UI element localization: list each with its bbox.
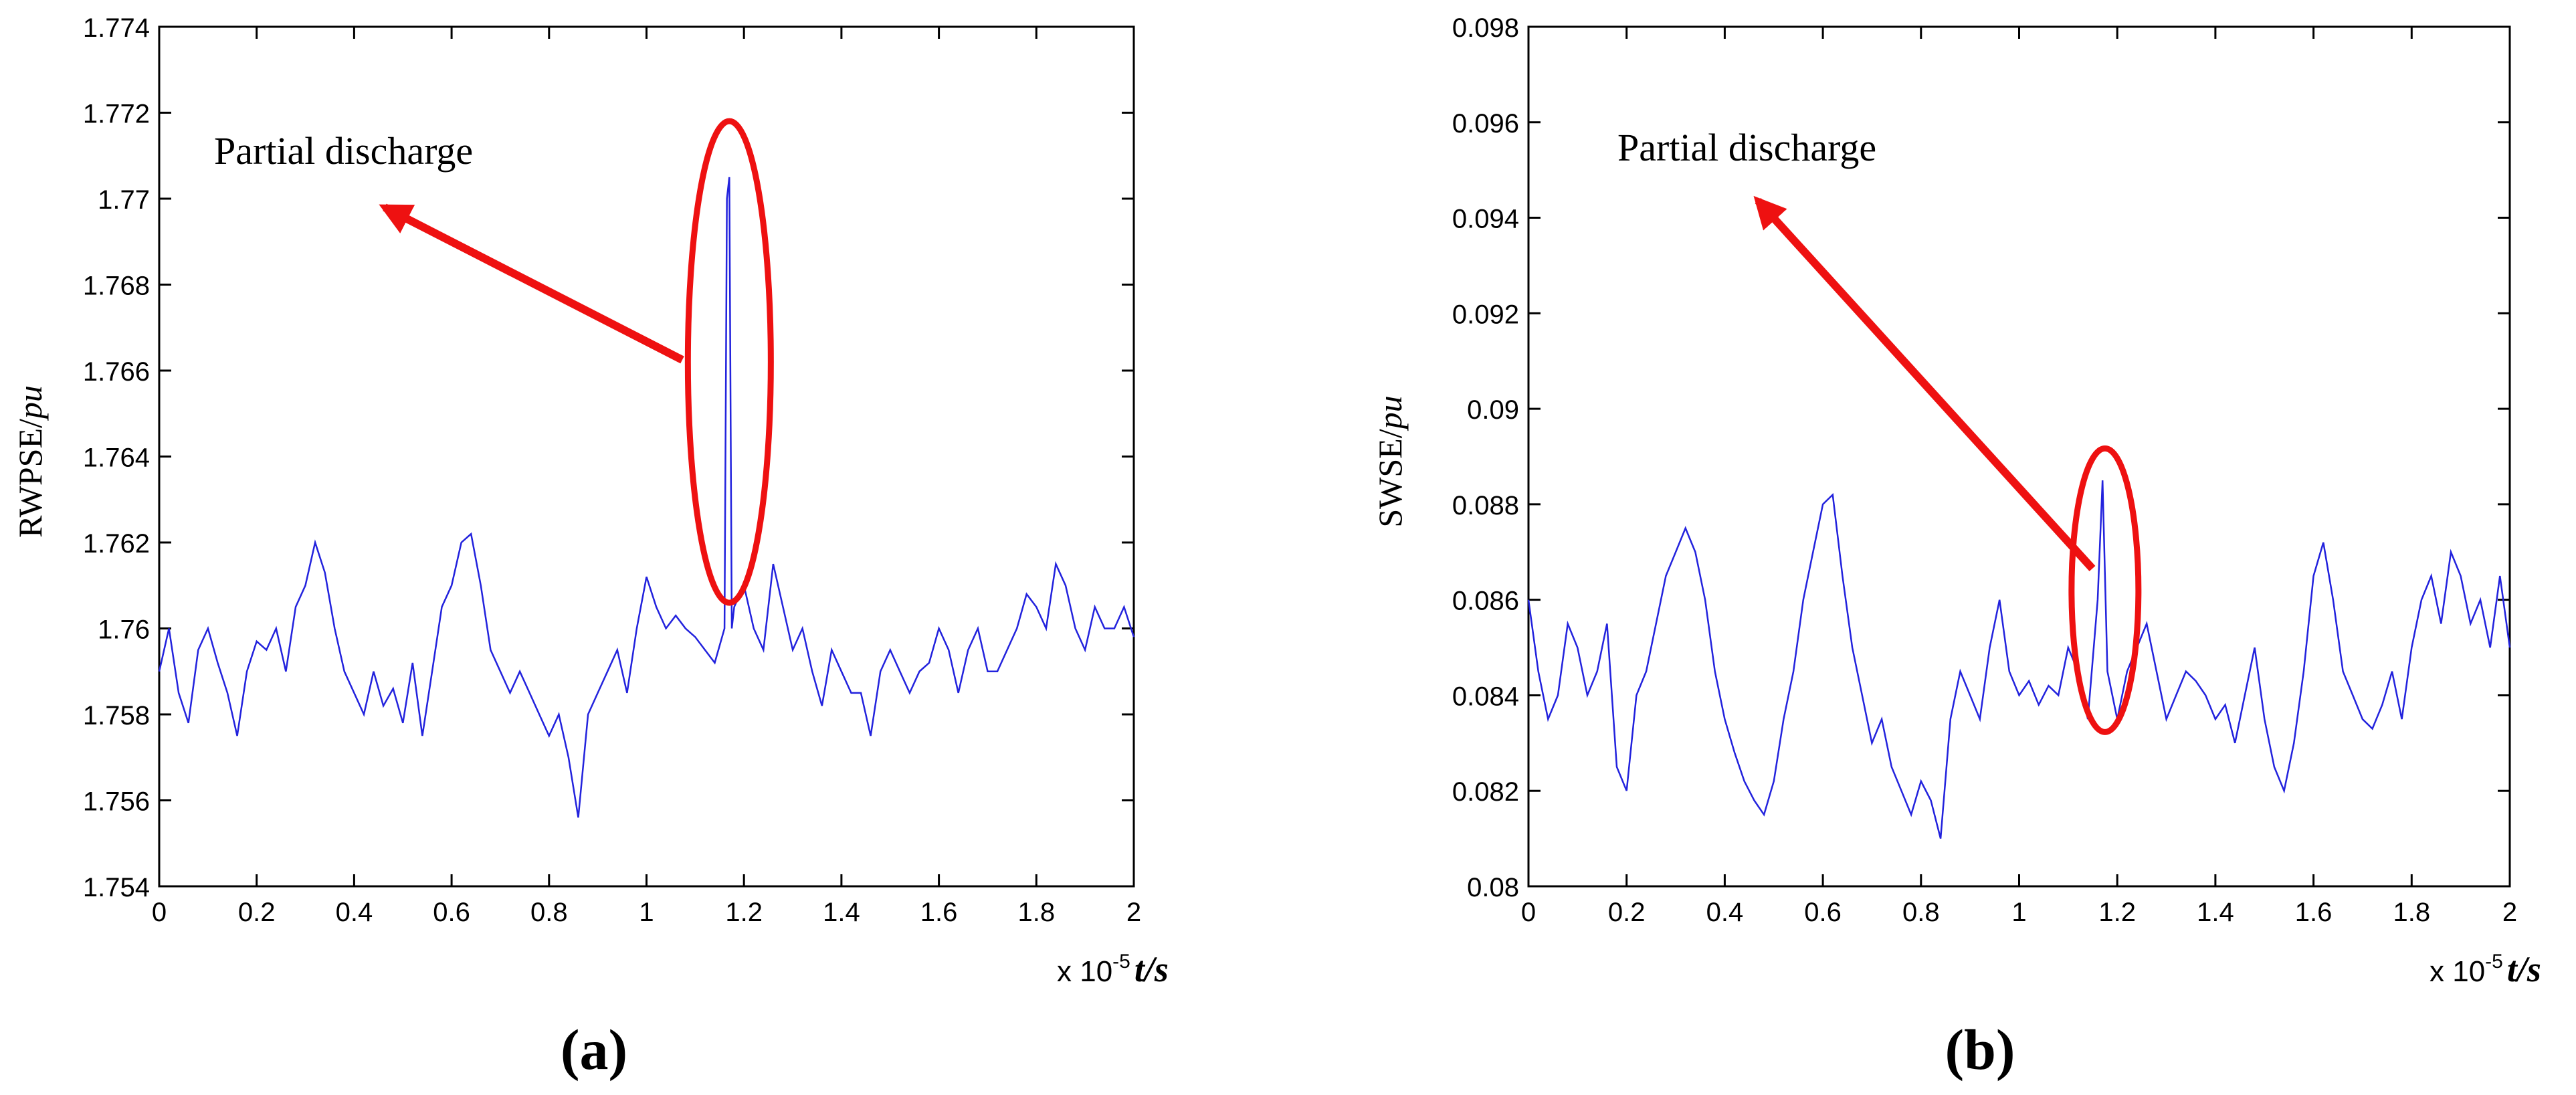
y-tick-label: 0.098 bbox=[1452, 13, 1519, 43]
y-axis-label-unit-b: pu bbox=[1371, 395, 1409, 431]
y-tick-label: 0.084 bbox=[1452, 682, 1519, 711]
x-tick-label: 0.6 bbox=[1804, 898, 1842, 927]
panel-label-b: (b) bbox=[1945, 1017, 2015, 1082]
panel-letter-b: b bbox=[1964, 1017, 1996, 1082]
y-tick-label: 0.082 bbox=[1452, 777, 1519, 807]
y-tick-label: 1.774 bbox=[83, 13, 150, 43]
y-tick-label: 1.766 bbox=[83, 357, 150, 387]
annotation-arrow-b bbox=[1753, 195, 2096, 572]
y-tick-label: 1.76 bbox=[98, 615, 150, 645]
y-ticks-b: 0.08 0.082 0.084 0.086 0.088 0.09 0.092 0.094 0.… bbox=[1452, 13, 2510, 902]
x-tick-label: 1.8 bbox=[1017, 898, 1055, 927]
y-tick-label: 0.088 bbox=[1452, 491, 1519, 520]
y-tick-label: 0.086 bbox=[1452, 587, 1519, 616]
x-tick-label: 0.8 bbox=[1902, 898, 1940, 927]
x-axis-label-a: x 10-5 t/s bbox=[1057, 949, 1169, 989]
x-tick-label: 0 bbox=[152, 898, 167, 927]
x-tick-label: 1 bbox=[2011, 898, 2026, 927]
x-tick-label: 2 bbox=[1126, 898, 1141, 927]
highlight-ellipse-b bbox=[2068, 445, 2142, 735]
x-tick-label: 0.6 bbox=[433, 898, 470, 927]
x-tick-label: 0.4 bbox=[336, 898, 373, 927]
x-axis-power-b: -5 bbox=[2485, 951, 2503, 973]
annotation-text-a: Partial discharge bbox=[214, 129, 473, 173]
panel-label-a: (a) bbox=[561, 1017, 627, 1082]
x-tick-label: 1.6 bbox=[2295, 898, 2333, 927]
y-tick-label: 1.772 bbox=[83, 100, 150, 129]
y-tick-label: 1.758 bbox=[83, 701, 150, 730]
x-tick-label: 1.8 bbox=[2393, 898, 2430, 927]
y-tick-label: 0.09 bbox=[1467, 395, 1519, 425]
y-tick-label: 1.756 bbox=[83, 787, 150, 817]
x-axis-exp-a: x 10 bbox=[1057, 955, 1112, 988]
y-axis-label-main-b: SWSE/ bbox=[1371, 429, 1409, 527]
x-ticks-b: 0 0.2 0.4 0.6 0.8 1 1.2 1.4 1.6 1.8 2 bbox=[1521, 27, 2517, 927]
x-tick-label: 1.4 bbox=[823, 898, 860, 927]
x-tick-label: 1.4 bbox=[2197, 898, 2234, 927]
y-tick-label: 1.768 bbox=[83, 272, 150, 301]
annotation-arrow-a bbox=[379, 203, 684, 364]
series-line-b bbox=[1527, 480, 2511, 839]
y-tick-label: 1.762 bbox=[83, 529, 150, 559]
x-axis-var-b: t/s bbox=[2507, 949, 2541, 989]
y-tick-label: 0.096 bbox=[1452, 109, 1519, 138]
series-line-a bbox=[158, 177, 1135, 818]
x-ticks-a: 0 0.2 0.4 0.6 0.8 1 1.2 1.4 1.6 1.8 2 bbox=[152, 27, 1141, 927]
y-axis-label-b: SWSE/pu bbox=[1371, 395, 1409, 527]
annotation-text-b: Partial discharge bbox=[1617, 126, 1876, 169]
highlight-ellipse-a bbox=[684, 118, 774, 606]
x-tick-label: 1.6 bbox=[920, 898, 958, 927]
y-tick-label: 1.77 bbox=[98, 185, 150, 215]
y-tick-label: 0.094 bbox=[1452, 205, 1519, 234]
y-ticks-a: 1.754 1.756 1.758 1.76 1.762 1.764 1.766 1.768 1… bbox=[83, 13, 1134, 902]
x-tick-label: 2 bbox=[2502, 898, 2517, 927]
x-axis-var-a: t/s bbox=[1134, 949, 1169, 989]
y-tick-label: 1.764 bbox=[83, 443, 150, 473]
x-tick-label: 0.2 bbox=[1608, 898, 1646, 927]
x-tick-label: 1.2 bbox=[2098, 898, 2136, 927]
x-axis-power-a: -5 bbox=[1112, 951, 1130, 973]
y-axis-label-main-a: RWPSE/ bbox=[11, 419, 49, 538]
y-tick-label: 1.754 bbox=[83, 873, 150, 902]
x-axis-exp-b: x 10 bbox=[2430, 955, 2485, 988]
panel-letter-a: a bbox=[580, 1017, 609, 1082]
x-tick-label: 0 bbox=[1521, 898, 1536, 927]
y-tick-label: 0.092 bbox=[1452, 300, 1519, 329]
x-tick-label: 0.2 bbox=[238, 898, 276, 927]
panel-a: 1.754 1.756 1.758 1.76 1.762 1.764 1.766 1.768 1… bbox=[11, 13, 1169, 1082]
x-tick-label: 0.8 bbox=[530, 898, 568, 927]
panel-b: 0.08 0.082 0.084 0.086 0.088 0.09 0.092 0.094 0.… bbox=[1371, 13, 2541, 1082]
y-tick-label: 0.08 bbox=[1467, 873, 1519, 902]
x-tick-label: 0.4 bbox=[1706, 898, 1744, 927]
x-tick-label: 1 bbox=[639, 898, 654, 927]
x-tick-label: 1.2 bbox=[725, 898, 763, 927]
x-axis-label-b: x 10-5 t/s bbox=[2430, 949, 2541, 989]
y-axis-label-a: RWPSE/pu bbox=[11, 385, 49, 538]
y-axis-label-unit-a: pu bbox=[11, 385, 49, 421]
